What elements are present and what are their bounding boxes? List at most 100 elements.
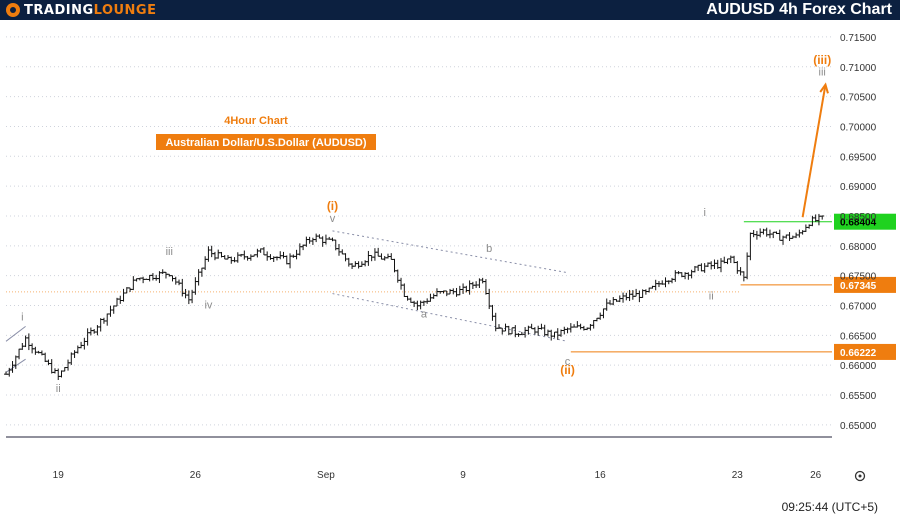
candle xyxy=(75,345,80,354)
wave-label: i xyxy=(21,311,23,323)
candle xyxy=(193,277,198,295)
candle xyxy=(320,236,325,247)
settings-icon[interactable] xyxy=(854,470,866,482)
candle xyxy=(630,290,635,300)
candle xyxy=(216,249,221,259)
chart-subtitle-timeframe: 4Hour Chart xyxy=(224,115,288,127)
candle xyxy=(248,254,253,261)
wave-label: iv xyxy=(204,299,212,311)
y-tick-label: 0.71000 xyxy=(840,63,877,74)
y-tick-label: 0.68000 xyxy=(840,242,877,253)
candle xyxy=(46,359,51,366)
candle xyxy=(206,246,211,262)
candle xyxy=(118,295,123,304)
y-tick-label: 0.70000 xyxy=(840,122,877,133)
candle xyxy=(820,215,825,220)
candle xyxy=(634,288,639,297)
settings-icon-ring xyxy=(854,470,866,482)
candle xyxy=(199,267,204,277)
candle xyxy=(771,231,776,239)
candle xyxy=(304,236,309,247)
y-tick-label: 0.66000 xyxy=(840,361,877,372)
candle xyxy=(503,323,508,332)
candle xyxy=(718,258,723,273)
candle xyxy=(105,313,110,326)
candle xyxy=(163,271,168,279)
brand-main: TRADING xyxy=(24,2,94,18)
y-tick-label: 0.68500 xyxy=(840,212,877,223)
wave-label: (ii) xyxy=(560,363,575,377)
projection-arrow-line xyxy=(801,84,827,218)
x-tick-label: 23 xyxy=(732,470,744,481)
candle xyxy=(637,290,642,303)
candle xyxy=(284,255,289,265)
candle xyxy=(356,261,361,269)
candle xyxy=(601,308,606,319)
candle xyxy=(274,256,279,261)
channel-lower-line xyxy=(332,293,568,342)
candle xyxy=(261,247,266,256)
candle xyxy=(405,295,410,301)
candle xyxy=(150,273,155,281)
candle xyxy=(483,279,488,295)
candle xyxy=(604,298,609,311)
candle xyxy=(555,328,560,340)
candle xyxy=(480,277,485,284)
wave-label: a xyxy=(421,308,428,320)
chart-header-title: AUDUSD 4h Forex Chart xyxy=(706,1,892,18)
candle xyxy=(670,277,675,284)
candle xyxy=(108,305,113,317)
y-tick-label: 0.65000 xyxy=(840,421,877,432)
chart-subtitle-pair-badge xyxy=(156,134,376,150)
candle xyxy=(562,326,567,335)
price-level-label: 0.68404 xyxy=(840,218,877,229)
candle xyxy=(741,271,746,282)
price-level-label: 0.67345 xyxy=(840,281,877,292)
candle xyxy=(748,232,753,261)
candle xyxy=(235,252,240,263)
candle xyxy=(552,331,557,338)
candle xyxy=(490,304,495,321)
x-tick-label: 9 xyxy=(460,470,466,481)
candle xyxy=(209,245,214,258)
candle xyxy=(314,233,319,243)
candle xyxy=(536,325,541,336)
candle xyxy=(111,305,116,314)
candle xyxy=(621,292,626,303)
y-tick-label: 0.69500 xyxy=(840,152,877,163)
candle xyxy=(173,276,178,285)
candle xyxy=(457,285,462,296)
candle xyxy=(738,267,743,276)
candle xyxy=(800,230,805,235)
candle xyxy=(735,261,740,274)
candle xyxy=(180,278,185,297)
candle xyxy=(186,290,191,305)
y-tick-label: 0.69000 xyxy=(840,182,877,193)
candle xyxy=(56,368,61,381)
candle xyxy=(787,232,792,241)
price-level-label: 0.66222 xyxy=(840,348,877,359)
candle xyxy=(212,251,217,261)
candle xyxy=(337,243,342,256)
candle xyxy=(49,359,54,374)
y-tick-label: 0.65500 xyxy=(840,391,877,402)
candle xyxy=(598,312,603,320)
wave-label: (i) xyxy=(327,199,338,213)
price-level-badge xyxy=(834,276,896,293)
candle xyxy=(121,288,126,302)
candle xyxy=(23,335,28,348)
left-channel-upper xyxy=(5,325,26,342)
candle xyxy=(758,228,763,238)
candle xyxy=(160,269,165,275)
candle xyxy=(196,269,201,286)
wave-label: iii xyxy=(819,67,826,79)
header-bar: TRADINGLOUNGE AUDUSD 4h Forex Chart xyxy=(0,0,900,20)
candle xyxy=(412,300,417,308)
candle xyxy=(389,253,394,260)
candle xyxy=(141,276,146,284)
candle xyxy=(510,327,515,335)
wave-label: c xyxy=(565,356,571,368)
candle xyxy=(448,288,453,295)
